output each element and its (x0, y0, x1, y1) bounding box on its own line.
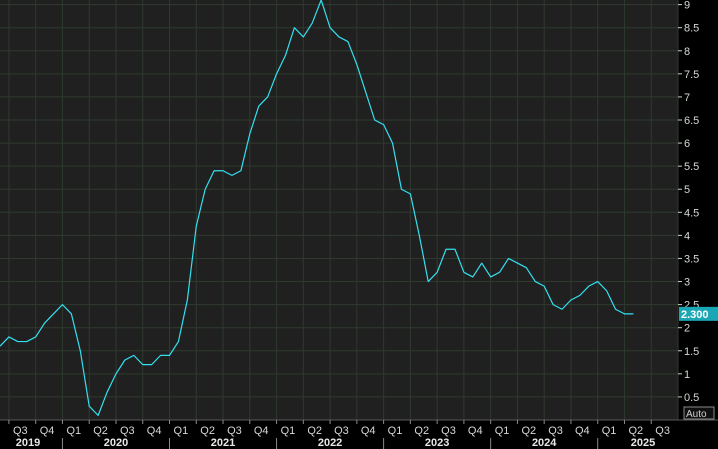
plot-area (0, 0, 678, 420)
x-year-label: 2022 (318, 437, 342, 449)
x-quarter-label: Q2 (307, 425, 322, 437)
auto-scale-button[interactable] (683, 406, 715, 420)
x-quarter-label: Q3 (655, 425, 670, 437)
x-quarter-label: Q3 (334, 425, 349, 437)
y-tick-label: 5.5 (684, 161, 699, 173)
series-line (0, 0, 634, 416)
x-year-label: 2025 (631, 437, 655, 449)
y-tick-label: 7 (684, 92, 690, 104)
x-quarter-label: Q2 (93, 425, 108, 437)
x-quarter-label: Q4 (147, 425, 162, 437)
auto-scale-button-label: Auto (686, 409, 707, 420)
y-tick-label: 8 (684, 46, 690, 58)
y-tick-label: 6.5 (684, 115, 699, 127)
x-quarter-label: Q4 (361, 425, 376, 437)
y-tick-label: 7.5 (684, 69, 699, 81)
y-tick-label: 2 (684, 323, 690, 335)
x-quarter-label: Q1 (388, 425, 403, 437)
x-year-label: 2024 (532, 437, 557, 449)
y-tick-label: 9 (684, 0, 690, 12)
x-quarter-label: Q4 (468, 425, 483, 437)
y-tick-label: 4 (684, 230, 690, 242)
x-quarter-label: Q4 (40, 425, 55, 437)
x-quarter-label: Q2 (200, 425, 215, 437)
x-quarter-label: Q3 (120, 425, 135, 437)
x-quarter-label: Q1 (66, 425, 81, 437)
y-tick-label: 3.5 (684, 253, 699, 265)
last-value-badge (679, 306, 718, 321)
x-year-label: 2020 (104, 437, 128, 449)
y-tick-label: 4.5 (684, 207, 699, 219)
x-quarter-label: Q2 (414, 425, 429, 437)
y-tick-label: 6 (684, 138, 690, 150)
x-quarter-label: Q1 (495, 425, 510, 437)
x-quarter-label: Q3 (441, 425, 456, 437)
x-quarter-label: Q3 (548, 425, 563, 437)
x-quarter-label: Q1 (174, 425, 189, 437)
y-tick-label: 0.5 (684, 392, 699, 404)
x-quarter-label: Q4 (254, 425, 269, 437)
x-year-label: 2019 (16, 437, 40, 449)
last-value-label: 2.300 (681, 309, 709, 321)
x-quarter-label: Q3 (227, 425, 242, 437)
x-quarter-label: Q2 (521, 425, 536, 437)
y-tick-label: 3 (684, 277, 690, 289)
y-tick-label: 1 (684, 369, 690, 381)
y-tick-label: 8.5 (684, 23, 699, 35)
y-tick-label: 5 (684, 184, 690, 196)
x-quarter-label: Q1 (602, 425, 617, 437)
x-year-label: 2023 (425, 437, 449, 449)
y-tick-label: 1.5 (684, 346, 699, 358)
x-quarter-label: Q4 (575, 425, 590, 437)
x-quarter-label: Q2 (629, 425, 644, 437)
x-quarter-label: Q1 (281, 425, 296, 437)
x-quarter-label: Q3 (13, 425, 28, 437)
x-year-label: 2021 (211, 437, 235, 449)
